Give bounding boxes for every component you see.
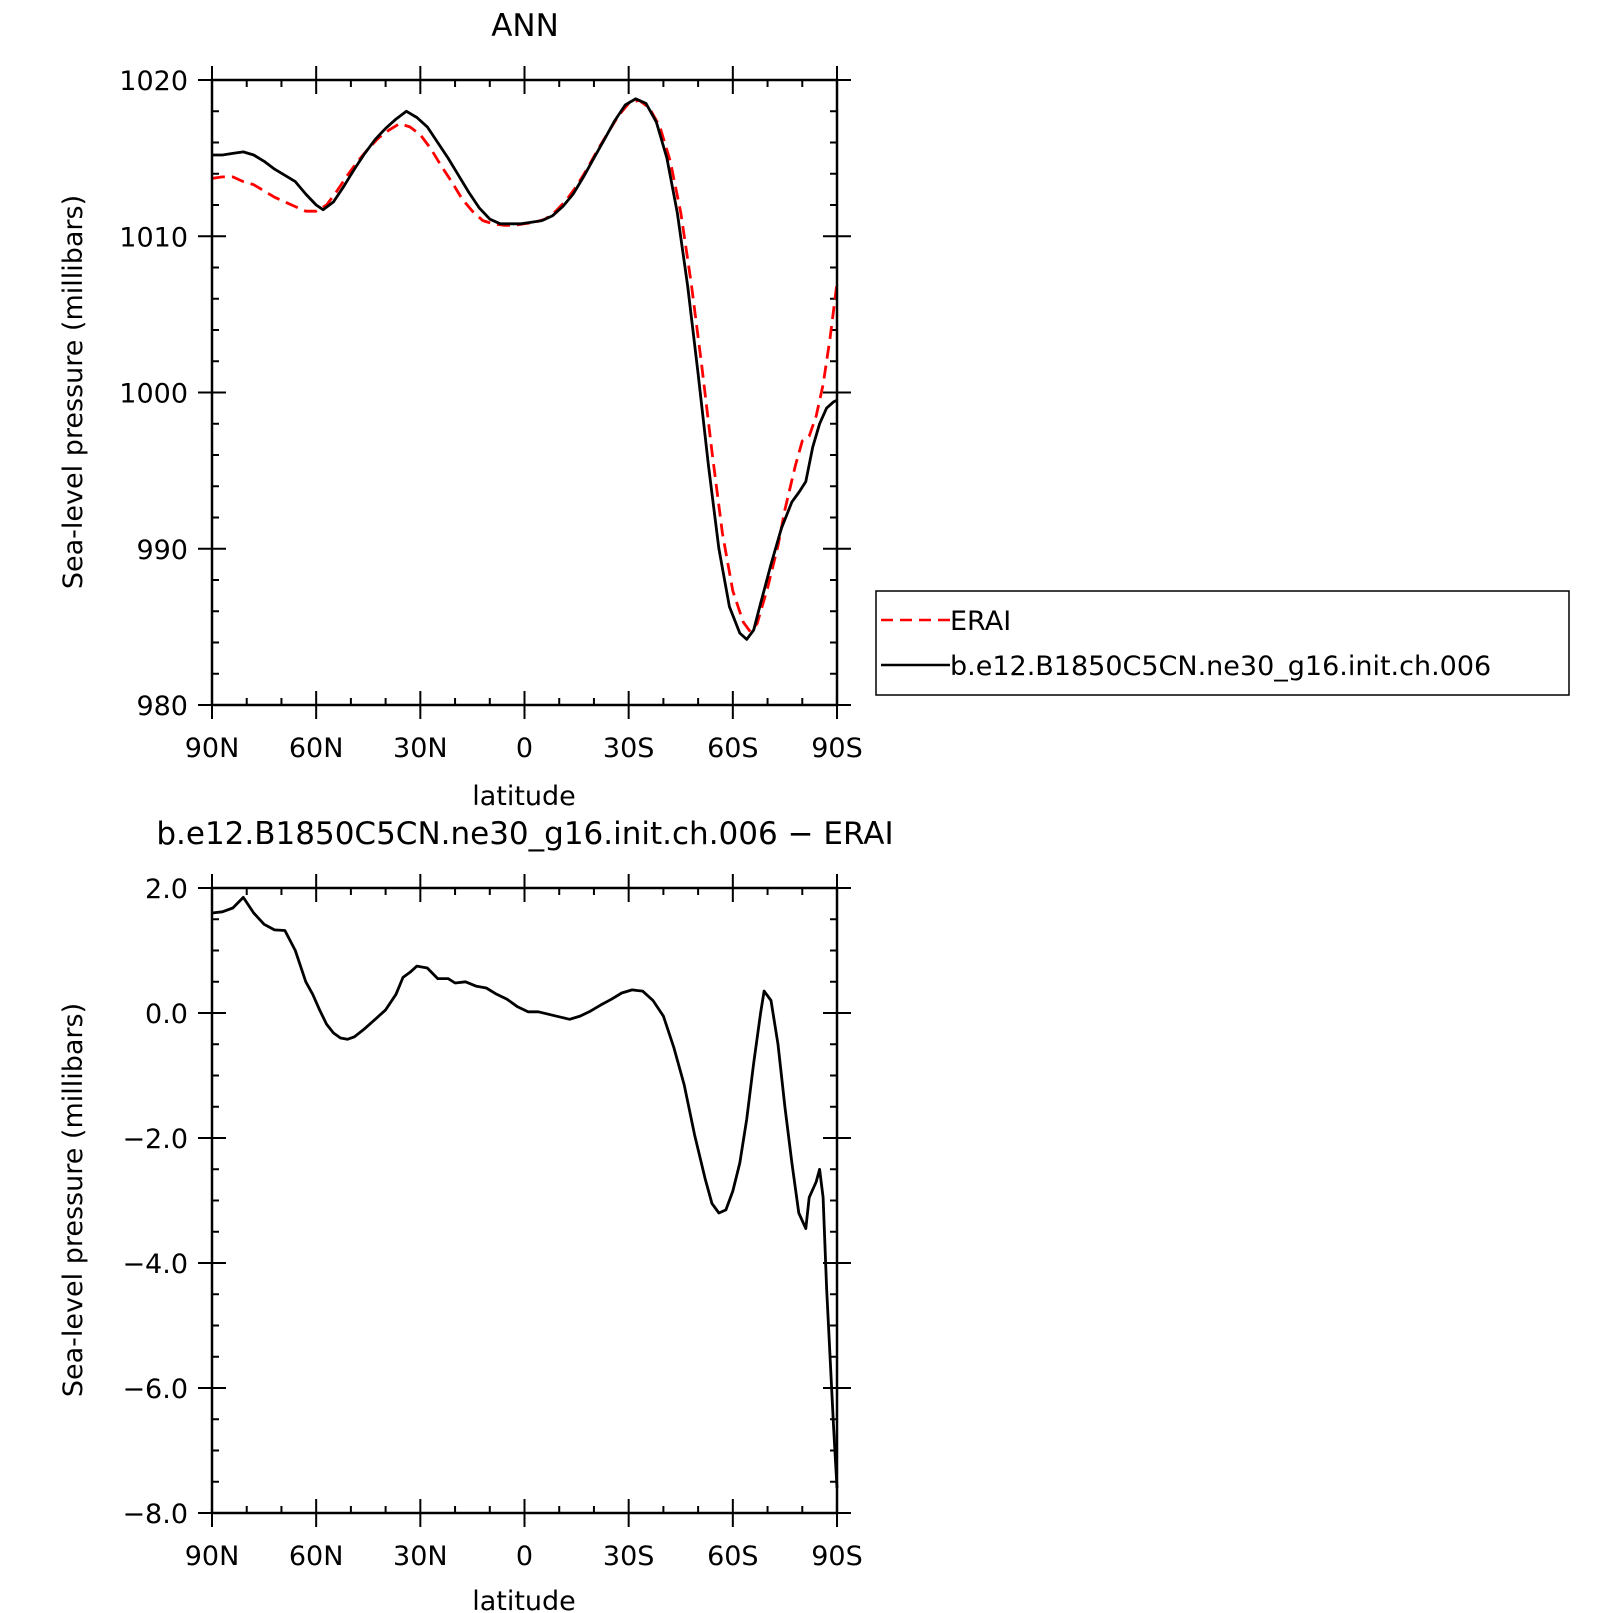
x-tick-label: 60S [707, 733, 759, 764]
top-y-axis-label: Sea-level pressure (millibars) [58, 195, 89, 589]
y-tick-label: 980 [136, 691, 188, 722]
series-line-erai [211, 98, 839, 633]
x-tick-label: 30S [603, 1541, 655, 1572]
bottom-series-lines [211, 896, 839, 1489]
legend-label-erai: ERAI [950, 606, 1011, 637]
y-tick-label: 1000 [119, 379, 188, 410]
top-axis-ticks [198, 66, 851, 719]
top-series-lines [211, 97, 839, 641]
x-tick-label: 0 [516, 1541, 533, 1572]
x-tick-label: 60S [707, 1541, 759, 1572]
x-tick-label: 30N [393, 1541, 448, 1572]
y-tick-label: −2.0 [122, 1124, 188, 1155]
bottom-y-tick-labels: −8.0 −6.0 −4.0 −2.0 0.0 2.0 [122, 874, 188, 1530]
bottom-plot-frame [210, 886, 839, 1515]
series-line-difference [211, 896, 839, 1489]
top-x-tick-labels: 90N 60N 30N 0 30S 60S 90S [185, 733, 863, 764]
top-x-axis-label: latitude [472, 781, 576, 812]
x-tick-label: 60N [289, 733, 344, 764]
y-tick-label: 990 [136, 535, 188, 566]
bottom-chart-title: b.e12.B1850C5CN.ne30_g16.init.ch.006 − E… [156, 816, 893, 852]
y-tick-label: −8.0 [122, 1499, 188, 1530]
y-tick-label: −6.0 [122, 1374, 188, 1405]
y-tick-label: 0.0 [145, 999, 188, 1030]
panel-bottom: b.e12.B1850C5CN.ne30_g16.init.ch.006 − E… [58, 816, 894, 1613]
bottom-y-axis-label: Sea-level pressure (millibars) [58, 1003, 89, 1397]
legend-box [875, 590, 1570, 696]
top-y-tick-labels: 980 990 1000 1010 1020 [119, 66, 188, 722]
x-tick-label: 0 [516, 733, 533, 764]
x-tick-label: 90N [185, 733, 240, 764]
x-tick-label: 90S [811, 733, 863, 764]
series-line-b-e12-b1850c5cn-ne30-g16-init-ch-006 [212, 97, 838, 641]
top-chart-title: ANN [491, 8, 559, 44]
x-tick-label: 30N [393, 733, 448, 764]
x-tick-label: 30S [603, 733, 655, 764]
legend-label-model: b.e12.B1850C5CN.ne30_g16.init.ch.006 [950, 651, 1491, 682]
bottom-x-tick-labels: 90N 60N 30N 0 30S 60S 90S [185, 1541, 863, 1572]
bottom-x-axis-label: latitude [472, 1586, 576, 1613]
y-tick-label: −4.0 [122, 1249, 188, 1280]
top-plot-frame [210, 78, 839, 707]
y-tick-label: 1010 [119, 222, 188, 253]
legend: ERAI b.e12.B1850C5CN.ne30_g16.init.ch.00… [875, 590, 1570, 696]
x-tick-label: 90S [811, 1541, 863, 1572]
x-tick-label: 90N [185, 1541, 240, 1572]
x-tick-label: 60N [289, 1541, 344, 1572]
bottom-axis-ticks [198, 874, 851, 1527]
y-tick-label: 1020 [119, 66, 188, 97]
y-tick-label: 2.0 [145, 874, 188, 905]
